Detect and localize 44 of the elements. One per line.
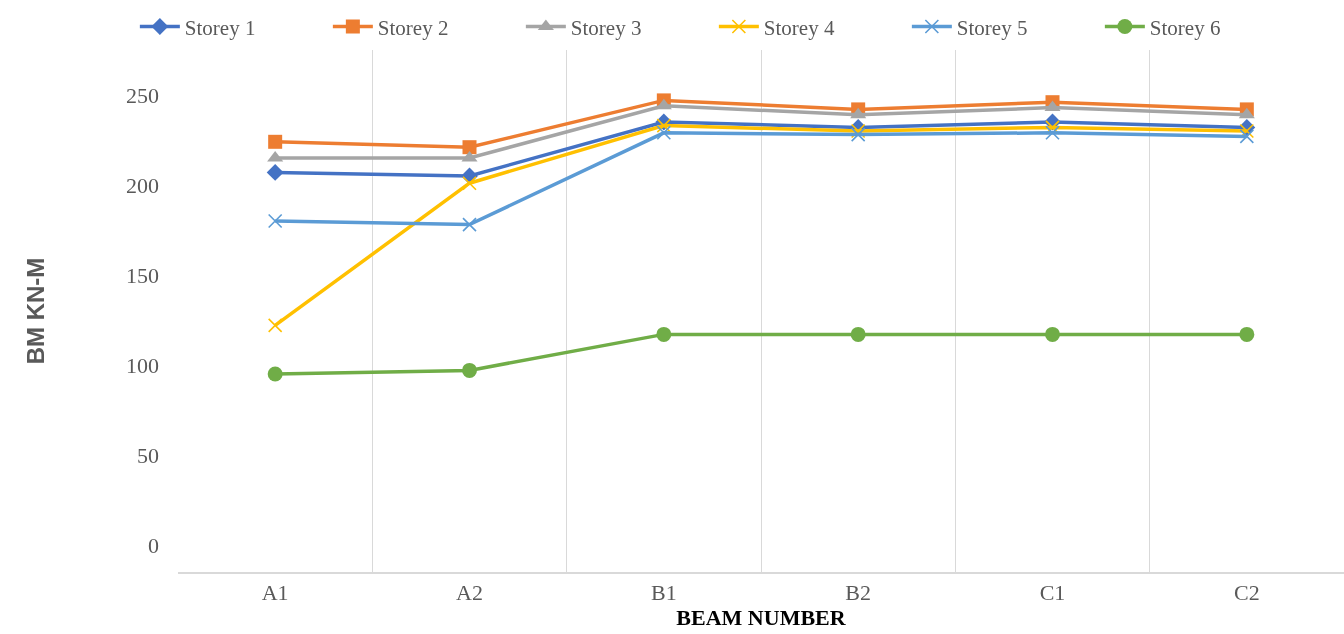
point [266,163,284,181]
y-axis-title: BM KN-M [22,257,50,365]
point [267,213,283,229]
point [850,127,866,142]
y-tick-label: 0 [148,532,159,558]
legend-label: Storey 1 [184,15,256,40]
point [656,118,672,133]
x-tick-label: C1 [1039,580,1066,606]
y-tick-label: 150 [126,262,159,288]
legend-label: Storey 3 [570,15,642,40]
point [656,125,672,141]
legend-label: Storey 6 [1149,15,1221,40]
y-tick-label: 100 [126,352,159,378]
point [462,217,477,232]
point [1044,100,1061,112]
point [655,98,672,110]
x-tick-label: C2 [1233,580,1260,606]
point [267,318,283,333]
y-tick-label: 250 [126,82,159,108]
point [850,326,866,342]
legend-label: Storey 5 [956,15,1028,40]
point [1045,326,1060,342]
x-tick-label: B2 [845,580,872,606]
point [462,362,477,378]
legend-label: Storey 2 [377,15,449,40]
x-tick-label: B1 [650,580,677,606]
point [1239,123,1255,139]
x-tick-label: A1 [261,580,289,606]
point [1238,107,1255,119]
point [267,366,283,382]
legend-label: Storey 4 [763,15,835,40]
x-axis-title: BEAM NUMBER [676,605,847,631]
point [1239,326,1255,342]
point [656,326,672,342]
point [462,140,477,155]
point [268,134,283,149]
point [462,175,477,191]
y-tick-label: 50 [137,442,159,468]
point [850,123,866,139]
y-tick-label: 200 [126,172,159,198]
x-tick-label: A2 [456,580,483,606]
point [1239,129,1255,144]
point [850,107,867,119]
point [1045,125,1060,141]
